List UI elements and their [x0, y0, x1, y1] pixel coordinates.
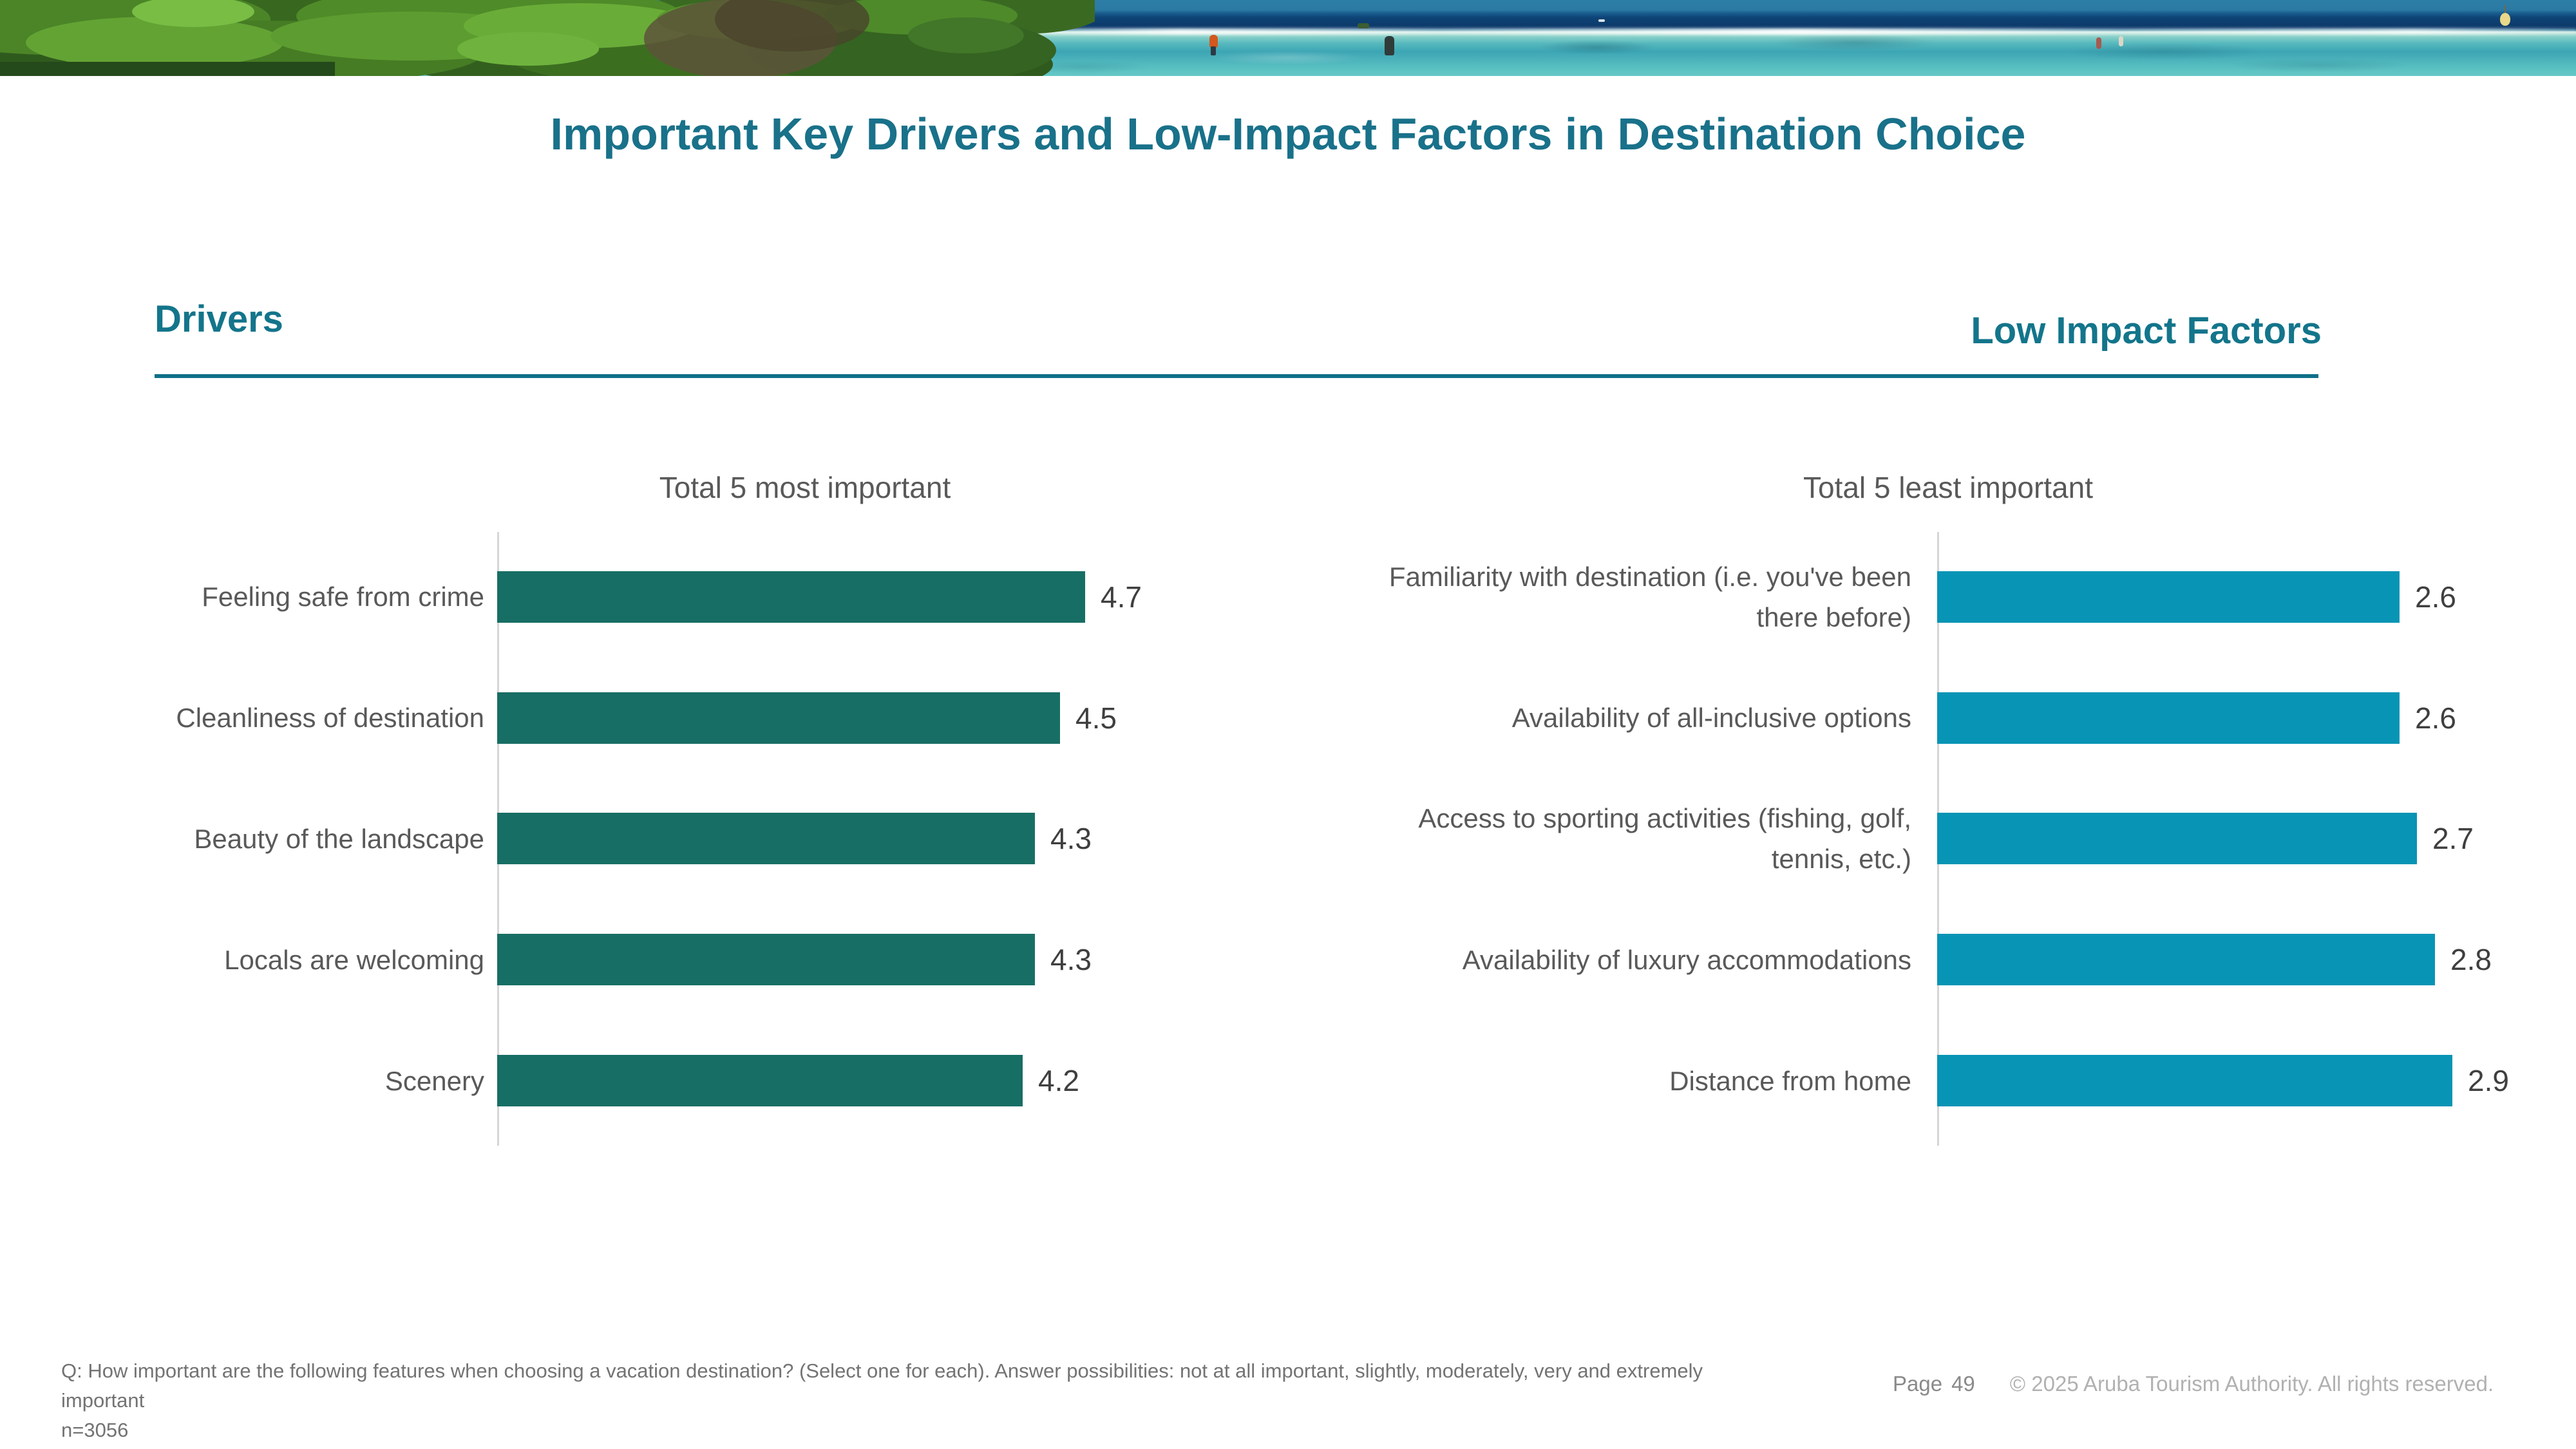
chart-row: Access to sporting activities (fishing, …	[1343, 779, 2576, 900]
value-label: 2.7	[2432, 822, 2474, 856]
distant-swimmer	[2096, 37, 2101, 49]
page-title: Important Key Drivers and Low-Impact Fac…	[550, 109, 2026, 159]
plot-area: 2.8	[1937, 899, 2576, 1020]
value-label: 4.5	[1075, 701, 1117, 735]
survey-question: Q: How important are the following featu…	[61, 1359, 1703, 1412]
bar	[1937, 1055, 2452, 1107]
category-label: Availability of all-inclusive options	[1511, 703, 1911, 734]
chart-row: Distance from home 2.9	[1343, 1020, 2576, 1141]
foliage-illustration	[0, 0, 1095, 76]
plot-area: 2.6	[1937, 658, 2576, 779]
footer-right: Page 49 © 2025 Aruba Tourism Authority. …	[1893, 1372, 2494, 1396]
value-label: 2.6	[2415, 701, 2456, 735]
value-label: 4.3	[1050, 943, 1092, 977]
value-label: 4.2	[1038, 1064, 1079, 1098]
plot-area: 2.7	[1937, 779, 2576, 900]
yellow-buoy	[2500, 5, 2510, 26]
value-label: 4.7	[1101, 580, 1142, 614]
bar	[497, 571, 1085, 623]
bar	[497, 1055, 1023, 1107]
right-chart: Familiarity with destination (i.e. you'v…	[1343, 536, 2576, 1141]
category-label: Distance from home	[1669, 1065, 1911, 1096]
category-label: Beauty of the landscape	[194, 823, 484, 854]
drivers-header: Drivers	[155, 298, 283, 340]
plot-area: 4.7	[497, 536, 1352, 658]
wading-person-dark	[1385, 36, 1394, 55]
category-label: Access to sporting activities (fishing, …	[1418, 803, 1911, 875]
category-label: Familiarity with destination (i.e. you'v…	[1388, 561, 1911, 632]
right-chart-title: Total 5 least important	[1803, 471, 2093, 504]
bar	[1937, 813, 2417, 865]
chart-row: Familiarity with destination (i.e. you'v…	[1343, 536, 2576, 658]
value-label: 2.9	[2468, 1064, 2509, 1098]
left-chart: Feeling safe from crime 4.7 Cleanliness of…	[129, 536, 1352, 1141]
section-divider-line	[155, 374, 2318, 378]
small-boat	[1358, 23, 1369, 28]
value-label: 2.8	[2450, 943, 2492, 977]
bar	[1937, 692, 2400, 744]
bar	[497, 934, 1035, 986]
plot-area: 4.5	[497, 658, 1352, 779]
value-label: 2.6	[2415, 580, 2456, 614]
category-label: Locals are welcoming	[224, 944, 484, 975]
distant-swimmer-2	[2119, 36, 2123, 46]
chart-row: Feeling safe from crime 4.7	[129, 536, 1352, 658]
page-number: 49	[1951, 1372, 1975, 1396]
bar	[1937, 571, 2400, 623]
chart-row: Cleanliness of destination 4.5	[129, 658, 1352, 779]
wading-person-orange	[1209, 35, 1218, 55]
surf-line	[953, 28, 2576, 35]
category-label: Availability of luxury accommodations	[1462, 944, 1911, 975]
category-label: Feeling safe from crime	[202, 582, 484, 612]
category-label: Scenery	[384, 1065, 484, 1096]
plot-area: 2.9	[1937, 1020, 2576, 1141]
left-chart-title: Total 5 most important	[659, 471, 951, 504]
plot-area: 4.2	[497, 1020, 1352, 1141]
plot-area: 2.6	[1937, 536, 2576, 658]
chart-row: Locals are welcoming 4.3	[129, 899, 1352, 1020]
value-label: 4.3	[1050, 822, 1092, 856]
chart-row: Availability of luxury accommodations 2.8	[1343, 899, 2576, 1020]
banner-photo	[0, 0, 2576, 76]
copyright-notice: © 2025 Aruba Tourism Authority. All righ…	[2009, 1372, 2494, 1396]
page-label: Page	[1893, 1372, 1943, 1396]
plot-area: 4.3	[497, 779, 1352, 900]
bar	[497, 692, 1060, 744]
bar	[1937, 934, 2435, 986]
chart-row: Availability of all-inclusive options 2.6	[1343, 658, 2576, 779]
category-label: Cleanliness of destination	[176, 703, 484, 734]
sample-size: n=3056	[61, 1418, 129, 1441]
chart-row: Beauty of the landscape 4.3	[129, 779, 1352, 900]
breaking-wave-dot	[1598, 19, 1605, 22]
survey-footnote: Q: How important are the following featu…	[61, 1356, 1774, 1445]
bar	[497, 813, 1035, 865]
chart-row: Scenery 4.2	[129, 1020, 1352, 1141]
plot-area: 4.3	[497, 899, 1352, 1020]
low-impact-factors-header: Low Impact Factors	[1971, 310, 2322, 352]
